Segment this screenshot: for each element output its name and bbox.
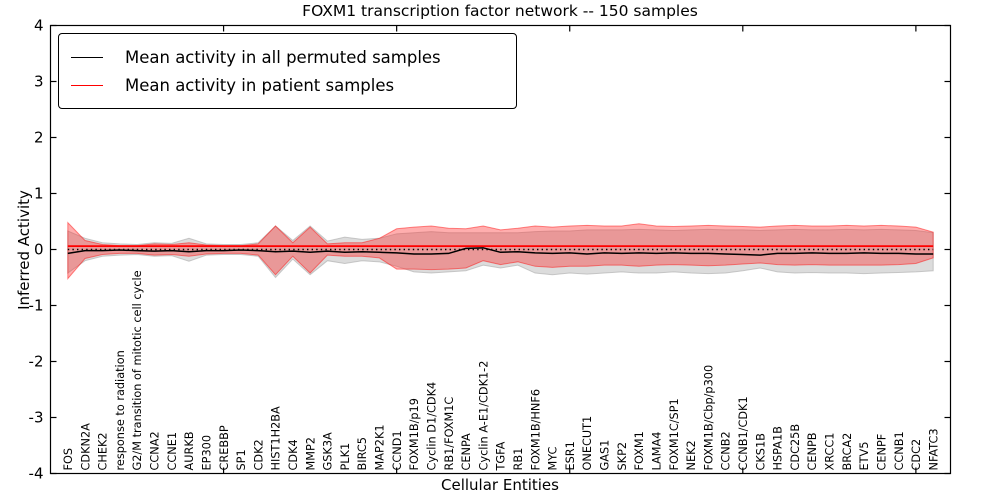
x-tick-label: CCNB1/CDK1 bbox=[737, 396, 750, 470]
x-tick-label: FOXM1B/Cbp/p300 bbox=[702, 365, 715, 471]
legend: Mean activity in all permuted samples Me… bbox=[58, 33, 517, 109]
x-tick-label: response to radiation bbox=[114, 350, 127, 470]
x-tick-label: PLK1 bbox=[339, 443, 352, 471]
x-tick-label: CDK4 bbox=[287, 439, 300, 470]
x-tick-label: SP1 bbox=[235, 449, 248, 470]
x-tick-label: CCNE1 bbox=[166, 432, 179, 471]
x-tick-label: NEK2 bbox=[685, 440, 698, 470]
x-tick-label: HSPA1B bbox=[772, 426, 785, 470]
x-tick-label: BIRC5 bbox=[356, 437, 369, 470]
x-tick-label: CCNB2 bbox=[720, 431, 733, 470]
x-tick-label: CENPF bbox=[875, 434, 888, 471]
x-tick-label: CCNB1 bbox=[893, 431, 906, 470]
legend-line-sample-black-icon bbox=[71, 56, 103, 58]
y-tick-label: -3 bbox=[29, 409, 44, 427]
x-tick-label: GAS1 bbox=[599, 440, 612, 471]
x-tick-label: FOXM1 bbox=[633, 431, 646, 470]
x-tick-label: CDKN2A bbox=[79, 423, 92, 471]
x-tick-label: ESR1 bbox=[564, 441, 577, 470]
x-tick-label: FOXM1B/p19 bbox=[408, 398, 421, 470]
x-tick-label: ONECUT1 bbox=[581, 416, 594, 471]
x-tick-label: CENPB bbox=[806, 432, 819, 470]
y-tick-label: 4 bbox=[34, 17, 44, 35]
x-tick-label: BRCA2 bbox=[841, 433, 854, 471]
x-tick-label: CCND1 bbox=[391, 430, 404, 470]
x-tick-label: XRCC1 bbox=[824, 433, 837, 471]
x-tick-label: CDC25B bbox=[789, 424, 802, 471]
legend-item-permuted: Mean activity in all permuted samples bbox=[71, 43, 516, 71]
legend-label-permuted: Mean activity in all permuted samples bbox=[125, 47, 441, 67]
x-tick-label: CHEK2 bbox=[97, 432, 110, 470]
x-tick-label: CKS1B bbox=[754, 433, 767, 470]
x-tick-label: MAP2K1 bbox=[374, 424, 387, 470]
x-tick-label: CDK2 bbox=[252, 439, 265, 470]
x-tick-label: RB1 bbox=[512, 448, 525, 471]
x-tick-label: CCNA2 bbox=[149, 431, 162, 470]
line-permuted-mean bbox=[67, 247, 934, 256]
x-tick-label: CREBBP bbox=[218, 425, 231, 470]
x-tick-label: Cyclin A-E1/CDK1-2 bbox=[477, 361, 490, 471]
x-tick-label: AURKB bbox=[183, 431, 196, 470]
x-tick-label: NFATC3 bbox=[927, 428, 940, 470]
x-tick-label: SKP2 bbox=[616, 442, 629, 471]
y-tick-label: -4 bbox=[29, 465, 44, 483]
legend-item-patient: Mean activity in patient samples bbox=[71, 71, 516, 99]
x-tick-label: MMP2 bbox=[304, 437, 317, 471]
legend-line-sample-red-icon bbox=[71, 84, 103, 86]
legend-label-patient: Mean activity in patient samples bbox=[125, 75, 395, 95]
x-tick-label: EP300 bbox=[200, 435, 213, 471]
y-tick-label: 1 bbox=[34, 185, 44, 203]
y-tick-label: 2 bbox=[34, 129, 44, 147]
x-tick-label: TGFA bbox=[495, 441, 508, 471]
x-tick-label: RB1/FOXM1C bbox=[443, 397, 456, 471]
x-tick-label: FOS bbox=[62, 448, 75, 471]
y-tick-label: 3 bbox=[34, 73, 44, 91]
x-tick-label: FOXM1C/SP1 bbox=[668, 398, 681, 470]
x-tick-label: MYC bbox=[547, 446, 560, 470]
x-tick-label: HIST1H2BA bbox=[270, 406, 283, 471]
y-tick-label: -2 bbox=[29, 353, 44, 371]
chart-title: FOXM1 transcription factor network -- 15… bbox=[302, 2, 698, 20]
x-tick-label: CENPA bbox=[460, 433, 473, 471]
x-tick-label: LAMA4 bbox=[650, 432, 663, 471]
x-tick-label: FOXM1B/HNF6 bbox=[529, 389, 542, 471]
x-tick-label: ETV5 bbox=[858, 442, 871, 471]
y-tick-label: 0 bbox=[34, 241, 44, 259]
x-axis-label: Cellular Entities bbox=[441, 476, 559, 494]
x-tick-label: CDC2 bbox=[910, 439, 923, 471]
x-tick-label: Cyclin D1/CDK4 bbox=[425, 382, 438, 471]
y-axis-label: Inferred Activity bbox=[15, 190, 33, 310]
x-tick-label: GSK3A bbox=[322, 432, 335, 471]
band-patient-range bbox=[67, 221, 934, 280]
y-tick-label: -1 bbox=[29, 297, 44, 315]
x-tick-label: G2/M transition of mitotic cell cycle bbox=[131, 270, 144, 470]
